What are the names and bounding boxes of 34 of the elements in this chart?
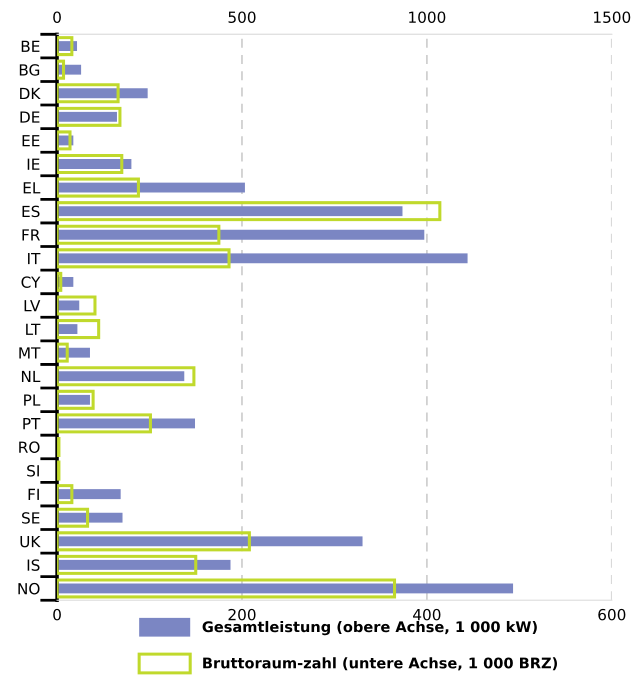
y-tick-label: SE [22, 512, 40, 524]
y-tick-label: EL [24, 182, 40, 194]
y-tick-label: ES [22, 206, 40, 218]
x2-tick-label: 500 [228, 11, 256, 24]
x2-tick-label: 0 [53, 11, 61, 24]
y-tick-label: FR [22, 229, 40, 241]
y-tick-label: CY [22, 276, 40, 288]
y-tick-label: DE [20, 112, 40, 123]
y-tick-label: LV [24, 300, 40, 312]
y-tick-label: BG [20, 64, 40, 76]
y-tick-label: SI [27, 465, 39, 477]
y-tick-label: RO [19, 441, 40, 453]
x2-tick-label: 1000 [409, 11, 446, 24]
legend-label: Gesamtleistung (obere Achse, 1 000 kW) [202, 620, 537, 636]
y-tick-label: PT [23, 418, 40, 430]
y-tick-label: UK [20, 536, 41, 548]
x-tick-label: 600 [598, 608, 626, 620]
y-tick-label: MT [19, 347, 40, 358]
y-tick-label: LT [26, 324, 40, 335]
y-tick-label: IE [28, 158, 40, 170]
y-tick-label: NL [22, 370, 40, 382]
x-tick-label: 0 [53, 608, 61, 620]
y-tick-label: EE [22, 135, 40, 146]
legend-label: Bruttoraum-zahl (untere Achse, 1 000 BRZ) [203, 657, 557, 670]
x2-tick-label: 1500 [594, 11, 630, 24]
x-tick-label: 200 [228, 608, 256, 620]
y-tick-label: IT [28, 252, 40, 264]
y-tick-label: IS [28, 559, 40, 571]
y-tick-label: NO [18, 582, 40, 594]
y-tick-label: PL [24, 394, 40, 406]
x-tick-label: 400 [413, 608, 440, 620]
y-tick-label: FI [28, 488, 39, 500]
y-tick-label: BE [22, 40, 40, 52]
y-tick-label: DK [20, 88, 41, 100]
